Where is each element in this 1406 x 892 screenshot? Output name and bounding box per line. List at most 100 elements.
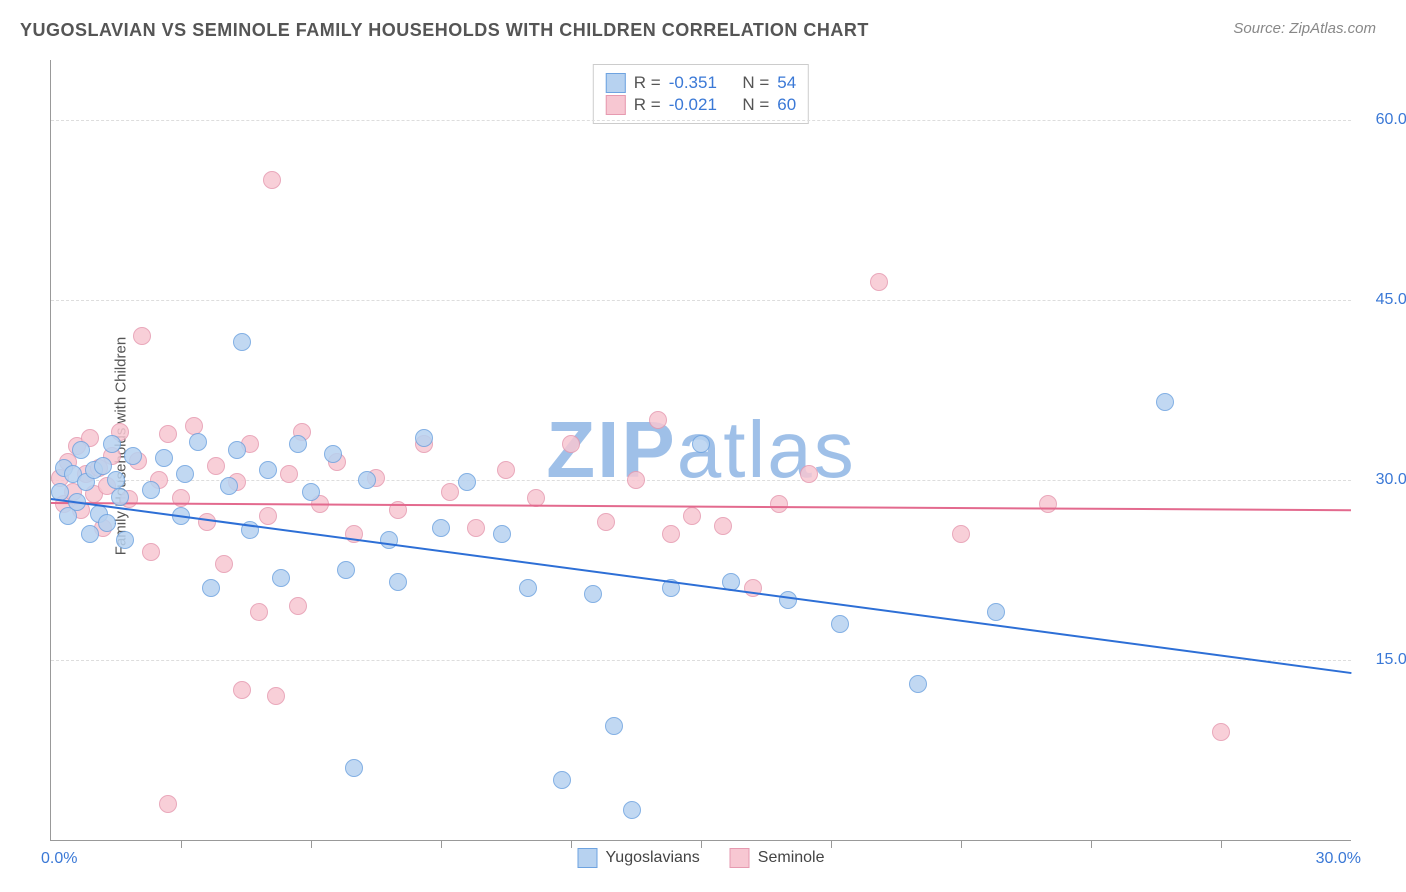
data-point-yugoslavians <box>94 457 112 475</box>
legend-item-yugoslavians: Yugoslavians <box>578 848 700 868</box>
swatch-seminole-icon <box>606 95 626 115</box>
data-point-yugoslavians <box>98 514 116 532</box>
n-value: 54 <box>777 73 796 93</box>
x-tick <box>1091 840 1092 848</box>
data-point-seminole <box>1212 723 1230 741</box>
data-point-seminole <box>1039 495 1057 513</box>
y-tick-label: 15.0% <box>1361 651 1406 669</box>
data-point-seminole <box>597 513 615 531</box>
x-tick <box>1221 840 1222 848</box>
plot-area: ZIPatlas R = -0.351 N = 54 R = -0.021 N … <box>50 60 1351 841</box>
data-point-yugoslavians <box>272 569 290 587</box>
data-point-yugoslavians <box>415 429 433 447</box>
legend-row-seminole: R = -0.021 N = 60 <box>606 95 796 115</box>
data-point-yugoslavians <box>189 433 207 451</box>
data-point-seminole <box>770 495 788 513</box>
data-point-seminole <box>142 543 160 561</box>
data-point-seminole <box>627 471 645 489</box>
data-point-yugoslavians <box>220 477 238 495</box>
r-value: -0.021 <box>669 95 717 115</box>
swatch-yugoslavians-icon <box>578 848 598 868</box>
data-point-seminole <box>159 795 177 813</box>
data-point-seminole <box>159 425 177 443</box>
data-point-yugoslavians <box>493 525 511 543</box>
data-point-yugoslavians <box>116 531 134 549</box>
data-point-yugoslavians <box>380 531 398 549</box>
r-label: R = <box>634 73 661 93</box>
data-point-yugoslavians <box>72 441 90 459</box>
data-point-yugoslavians <box>289 435 307 453</box>
data-point-seminole <box>250 603 268 621</box>
x-tick <box>181 840 182 848</box>
data-point-yugoslavians <box>831 615 849 633</box>
n-value: 60 <box>777 95 796 115</box>
data-point-yugoslavians <box>202 579 220 597</box>
y-tick-label: 45.0% <box>1361 291 1406 309</box>
data-point-seminole <box>562 435 580 453</box>
data-point-yugoslavians <box>233 333 251 351</box>
x-tick <box>311 840 312 848</box>
data-point-seminole <box>441 483 459 501</box>
chart-title: YUGOSLAVIAN VS SEMINOLE FAMILY HOUSEHOLD… <box>20 20 869 41</box>
data-point-yugoslavians <box>124 447 142 465</box>
data-point-yugoslavians <box>389 573 407 591</box>
data-point-seminole <box>683 507 701 525</box>
data-point-yugoslavians <box>432 519 450 537</box>
y-tick-label: 60.0% <box>1361 111 1406 129</box>
x-tick <box>701 840 702 848</box>
data-point-yugoslavians <box>81 525 99 543</box>
trend-line-yugoslavians <box>51 498 1351 674</box>
x-tick <box>441 840 442 848</box>
n-label: N = <box>742 95 769 115</box>
data-point-yugoslavians <box>779 591 797 609</box>
data-point-yugoslavians <box>176 465 194 483</box>
data-point-seminole <box>662 525 680 543</box>
data-point-seminole <box>259 507 277 525</box>
source-attribution: Source: ZipAtlas.com <box>1233 20 1376 37</box>
data-point-seminole <box>233 681 251 699</box>
data-point-yugoslavians <box>584 585 602 603</box>
data-point-seminole <box>215 555 233 573</box>
data-point-seminole <box>263 171 281 189</box>
data-point-yugoslavians <box>519 579 537 597</box>
data-point-seminole <box>289 597 307 615</box>
data-point-seminole <box>467 519 485 537</box>
correlation-legend: R = -0.351 N = 54 R = -0.021 N = 60 <box>593 64 809 124</box>
data-point-yugoslavians <box>1156 393 1174 411</box>
data-point-yugoslavians <box>302 483 320 501</box>
data-point-yugoslavians <box>337 561 355 579</box>
x-tick <box>571 840 572 848</box>
gridline <box>51 300 1351 301</box>
gridline <box>51 660 1351 661</box>
data-point-seminole <box>497 461 515 479</box>
y-tick-label: 30.0% <box>1361 471 1406 489</box>
trend-line-seminole <box>51 502 1351 511</box>
data-point-yugoslavians <box>358 471 376 489</box>
legend-item-seminole: Seminole <box>730 848 825 868</box>
data-point-seminole <box>800 465 818 483</box>
data-point-seminole <box>280 465 298 483</box>
legend-label: Seminole <box>758 849 825 867</box>
data-point-seminole <box>207 457 225 475</box>
swatch-yugoslavians-icon <box>606 73 626 93</box>
data-point-seminole <box>267 687 285 705</box>
source-prefix: Source: <box>1233 20 1289 37</box>
data-point-seminole <box>870 273 888 291</box>
x-axis-max-label: 30.0% <box>1316 850 1361 868</box>
chart-container: YUGOSLAVIAN VS SEMINOLE FAMILY HOUSEHOLD… <box>0 0 1406 892</box>
data-point-seminole <box>133 327 151 345</box>
legend-label: Yugoslavians <box>606 849 700 867</box>
data-point-yugoslavians <box>553 771 571 789</box>
series-legend: Yugoslavians Seminole <box>578 848 825 868</box>
data-point-yugoslavians <box>987 603 1005 621</box>
data-point-yugoslavians <box>111 488 129 506</box>
data-point-yugoslavians <box>623 801 641 819</box>
data-point-seminole <box>714 517 732 535</box>
data-point-yugoslavians <box>142 481 160 499</box>
data-point-yugoslavians <box>155 449 173 467</box>
data-point-yugoslavians <box>605 717 623 735</box>
x-tick <box>831 840 832 848</box>
data-point-yugoslavians <box>909 675 927 693</box>
data-point-yugoslavians <box>458 473 476 491</box>
gridline <box>51 120 1351 121</box>
